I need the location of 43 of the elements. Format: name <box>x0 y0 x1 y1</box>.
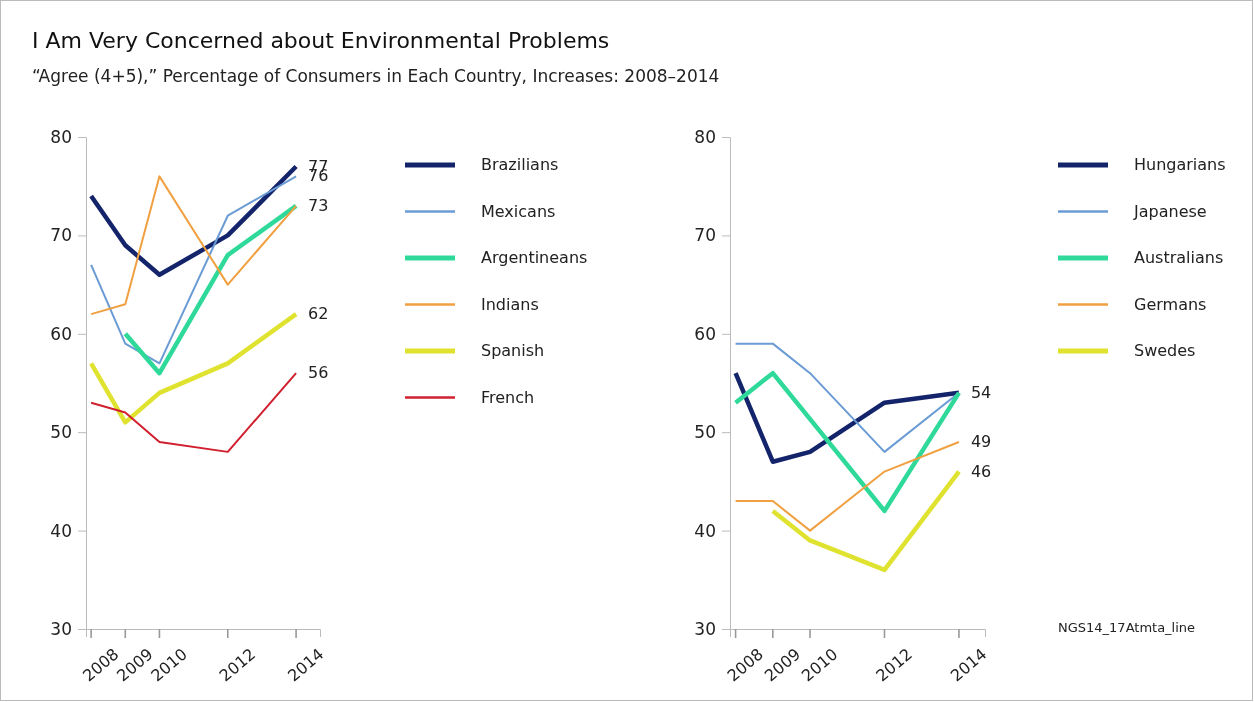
y-tick-label: 70 <box>694 225 716 246</box>
line-series <box>90 175 298 316</box>
text: NGS14_17Atmta_line <box>1058 620 1196 635</box>
line-series <box>770 469 962 573</box>
legend-label: Argentineans <box>481 248 588 267</box>
legend-label: Australians <box>1134 248 1224 267</box>
y-tick-label: 80 <box>50 126 72 147</box>
y-tick-label: 40 <box>50 520 72 541</box>
legend-label: Indians <box>481 294 539 314</box>
legend-label: Japanese <box>1133 201 1207 221</box>
legend-label: Spanish <box>481 341 545 360</box>
y-tick-label: 50 <box>50 422 72 443</box>
line-series <box>734 342 960 453</box>
legend-label: Swedes <box>1134 341 1196 360</box>
legend-label: Brazilians <box>481 155 559 174</box>
text: “Agree (4+5),” Percentage of Consumers in Each Country, Increases: 2008–2014 <box>32 66 720 86</box>
y-tick-label: 50 <box>694 422 716 443</box>
y-tick-label: 60 <box>50 323 72 344</box>
line-series <box>734 441 960 532</box>
y-tick-label: 40 <box>694 520 716 541</box>
chart-title: I Am Very Concerned about Environmental Problems <box>32 28 610 53</box>
data-label: 62 <box>308 304 329 324</box>
legend-label: French <box>481 387 535 407</box>
line-series <box>733 370 962 464</box>
line-series <box>90 372 298 453</box>
y-tick-label: 70 <box>50 225 72 246</box>
data-label: 49 <box>970 432 992 452</box>
data-label: 56 <box>308 363 329 383</box>
data-label: 46 <box>970 461 992 481</box>
line-series <box>90 175 298 365</box>
y-tick-label: 60 <box>694 323 716 344</box>
line-series <box>88 311 299 425</box>
legend-label: Mexicans <box>481 201 556 221</box>
data-label: 54 <box>970 382 992 402</box>
y-tick-label: 30 <box>50 618 72 639</box>
line-series <box>733 370 962 514</box>
data-label: 73 <box>308 195 329 215</box>
y-tick-label: 80 <box>694 126 716 147</box>
line-series <box>123 203 299 376</box>
line-series <box>88 164 299 278</box>
legend-label: Hungarians <box>1134 155 1226 174</box>
legend-label: Germans <box>1134 294 1207 314</box>
y-tick-label: 30 <box>694 618 716 639</box>
